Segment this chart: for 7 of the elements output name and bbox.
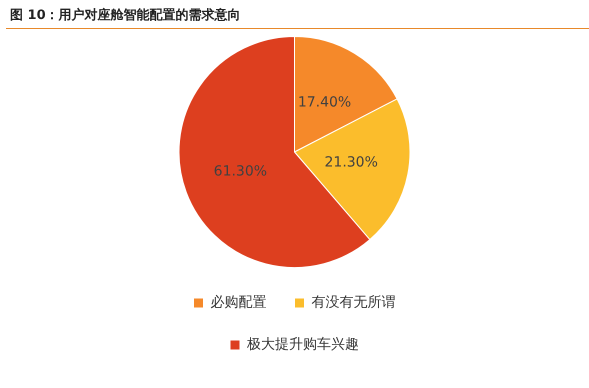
data-label: 17.40%	[298, 94, 352, 110]
legend-label: 必购配置	[210, 294, 266, 311]
data-label: 21.30%	[324, 154, 378, 171]
chart-title: 图 10：用户对座舱智能配置的需求意向	[6, 4, 589, 29]
data-label: 61.30%	[214, 164, 268, 180]
legend-label: 极大提升购车兴趣	[246, 336, 359, 353]
legend-label: 有没有无所谓	[312, 294, 396, 311]
